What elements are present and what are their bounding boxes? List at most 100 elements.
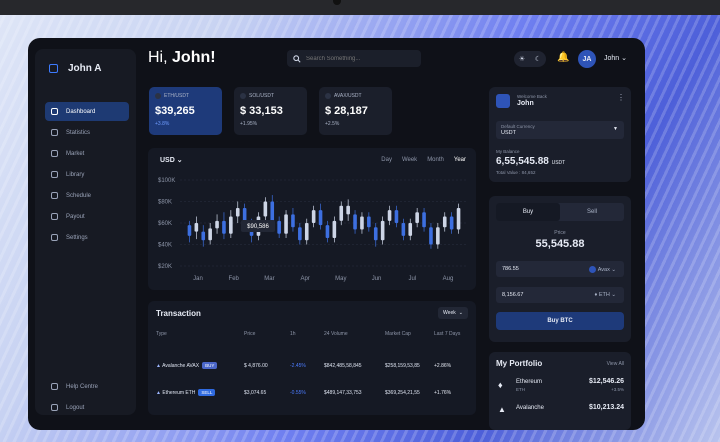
- sidebar-item-label: Market: [66, 150, 85, 157]
- candle-body: [346, 205, 350, 215]
- asset-name: Avalanche: [516, 405, 544, 411]
- candle-body: [325, 225, 330, 239]
- change-1h-cell: -0.55%: [290, 390, 306, 396]
- asset-change: +3.5%: [611, 387, 624, 392]
- market-cap-cell: $369,254,21,55: [385, 390, 420, 396]
- settings-icon: [51, 234, 58, 241]
- portfolio-item-avalanche[interactable]: ▲ Avalanche $10,213.24: [496, 402, 624, 420]
- tab-day[interactable]: Day: [381, 157, 392, 163]
- transactions-title: Transaction: [156, 309, 201, 318]
- ticker-card-sol[interactable]: SOL/USDT $ 33,153 +1.95%: [234, 87, 307, 135]
- trade-badge: SELL: [198, 389, 216, 396]
- sidebar-item-logout[interactable]: Logout: [45, 398, 129, 417]
- candle-body: [194, 223, 199, 232]
- volume-cell: $489,147,33,753: [324, 390, 362, 396]
- greeting-name: John!: [172, 49, 216, 66]
- x-tick-label: Feb: [229, 276, 240, 282]
- sidebar-nav: Dashboard Statistics Market Library Sche…: [45, 102, 129, 249]
- candle-body: [373, 227, 378, 241]
- sidebar-item-label: Schedule: [66, 192, 92, 199]
- sidebar-item-market[interactable]: Market: [45, 144, 129, 163]
- more-icon[interactable]: ⋮: [617, 93, 625, 102]
- ticker-price: $ 28,187: [325, 105, 368, 117]
- price-chart-panel: USD ⌄ Day Week Month Year $100K $80K $60K $…: [148, 148, 476, 290]
- sidebar-item-label: Library: [66, 171, 85, 178]
- candle-body: [291, 214, 295, 228]
- candle-body: [215, 220, 219, 229]
- avatar[interactable]: JA: [578, 50, 596, 68]
- sidebar-item-help[interactable]: Help Centre: [45, 377, 129, 396]
- currency-dropdown[interactable]: Default Currency USDT ▼: [496, 121, 624, 139]
- candle-body: [394, 210, 399, 223]
- currency-select[interactable]: USD ⌄: [160, 157, 183, 164]
- amount-field-eth[interactable]: 8,156.67 ♦ ETH ⌄: [496, 287, 624, 303]
- bell-icon[interactable]: 🔔: [557, 52, 570, 63]
- candle-body: [380, 220, 385, 241]
- avax-icon: ▲: [498, 405, 506, 414]
- tab-sell[interactable]: Sell: [586, 209, 597, 215]
- tab-buy[interactable]: Buy: [496, 203, 560, 221]
- sidebar-item-schedule[interactable]: Schedule: [45, 186, 129, 205]
- trade-tabs: Buy Sell: [496, 203, 624, 221]
- candle-body: [242, 207, 247, 223]
- market-icon: [51, 150, 58, 157]
- theme-toggle[interactable]: ☀ ☾: [514, 51, 546, 67]
- tab-month[interactable]: Month: [427, 157, 444, 163]
- welcome-text: Welcome Back: [517, 94, 547, 99]
- candle-body: [442, 216, 447, 228]
- candle-body: [387, 210, 392, 221]
- ticker-card-eth[interactable]: ETH/USDT $39,265 +3.8%: [149, 87, 222, 135]
- y-tick-label: $60K: [158, 221, 172, 227]
- search-icon: [293, 54, 301, 63]
- x-tick-label: May: [335, 276, 346, 282]
- coin-icon: ▲: [156, 390, 161, 396]
- x-tick-label: Jun: [372, 276, 382, 282]
- candle-body: [408, 223, 413, 236]
- ticker-change: +1.95%: [240, 121, 258, 127]
- eth-icon: ♦: [594, 292, 598, 298]
- sidebar-item-dashboard[interactable]: Dashboard: [45, 102, 129, 121]
- statistics-icon: [51, 129, 58, 136]
- coin-cell: ▲ Ethereum ETH SELL: [156, 389, 216, 396]
- period-tabs: Day Week Month Year: [381, 157, 466, 163]
- payout-icon: [51, 213, 58, 220]
- tab-year[interactable]: Year: [453, 157, 466, 163]
- candle-body: [456, 207, 461, 230]
- column-header: 24 Volume: [324, 331, 348, 337]
- candle-body: [436, 227, 440, 245]
- chevron-down-icon: ⌄: [621, 55, 628, 62]
- y-tick-label: $100K: [158, 178, 175, 184]
- asset-label: Avax: [597, 266, 610, 273]
- view-all-link[interactable]: View All: [606, 361, 624, 367]
- user-menu[interactable]: John ⌄: [604, 54, 627, 62]
- ticker-card-avax[interactable]: AVAX/USDT $ 28,187 +2.5%: [319, 87, 392, 135]
- asset-select[interactable]: ♦ ETH ⌄: [594, 292, 616, 298]
- sidebar-item-settings[interactable]: Settings: [45, 228, 129, 247]
- search-input[interactable]: [306, 55, 406, 62]
- eth-icon: ♦: [498, 380, 503, 390]
- tab-week[interactable]: Week: [401, 157, 418, 163]
- candle-body: [339, 205, 344, 221]
- coin-icon: ▲: [156, 363, 161, 369]
- coin-cell: ▲ Avalanche AVAX BUY: [156, 362, 218, 369]
- sidebar-item-statistics[interactable]: Statistics: [45, 123, 129, 142]
- asset-select[interactable]: Avax ⌄: [589, 266, 616, 273]
- device-bezel: [0, 0, 720, 15]
- brand[interactable]: John A: [49, 63, 102, 74]
- asset-value: $12,546.26: [588, 378, 624, 385]
- transactions-filter[interactable]: Week ⌄: [438, 307, 468, 319]
- asset-label: ETH: [598, 292, 610, 298]
- buy-btc-button[interactable]: Buy BTC: [496, 312, 624, 330]
- sidebar-item-library[interactable]: Library: [45, 165, 129, 184]
- portfolio-item-ethereum[interactable]: ♦ Ethereum ETH $12,546.26 +3.5%: [496, 377, 624, 395]
- column-header: Price: [244, 331, 256, 337]
- sidebar-item-payout[interactable]: Payout: [45, 207, 129, 226]
- x-tick-label: Jan: [193, 276, 203, 282]
- account-card: Welcome Back John ⋮ Default Currency USD…: [489, 87, 631, 182]
- price-cell: $ 4,876.00: [244, 363, 268, 369]
- coin-name: Ethereum ETH: [162, 390, 196, 396]
- account-name: John: [517, 100, 534, 107]
- amount-field-avax[interactable]: 786.55 Avax ⌄: [496, 261, 624, 277]
- search-box[interactable]: [287, 50, 421, 67]
- currency-label: USD: [160, 157, 175, 164]
